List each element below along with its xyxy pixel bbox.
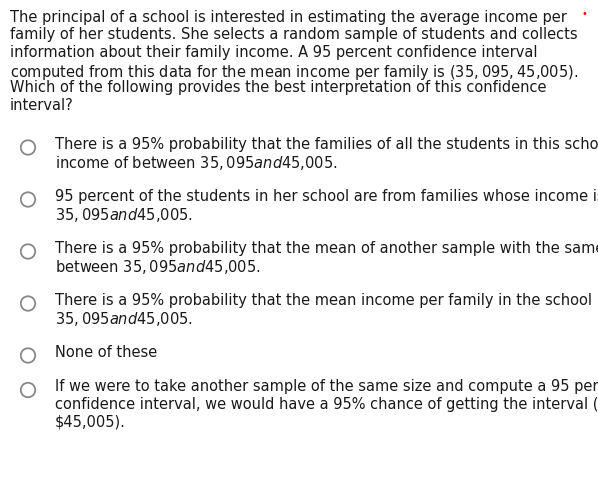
Text: •: • [581,9,587,19]
Text: 95 percent of the students in her school are from families whose income is betwe: 95 percent of the students in her school… [55,189,598,204]
Text: None of these: None of these [55,345,157,360]
Text: $35,095 and $45,005.: $35,095 and $45,005. [55,311,193,329]
Text: Which of the following provides the best interpretation of this confidence: Which of the following provides the best… [10,80,547,95]
Text: income of between $35,095 and $45,005.: income of between $35,095 and $45,005. [55,154,338,172]
Text: There is a 95% probability that the mean income per family in the school is betw: There is a 95% probability that the mean… [55,293,598,308]
Text: confidence interval, we would have a 95% chance of getting the interval ($35,095: confidence interval, we would have a 95%… [55,397,598,412]
Text: computed from this data for the mean income per family is ($35,095,$45,005).: computed from this data for the mean inc… [10,63,578,82]
Text: family of her students. She selects a random sample of students and collects: family of her students. She selects a ra… [10,28,578,43]
Text: information about their family income. A 95 percent confidence interval: information about their family income. A… [10,45,538,60]
Text: between $35,095 and $45,005.: between $35,095 and $45,005. [55,259,261,277]
Text: If we were to take another sample of the same size and compute a 95 percent: If we were to take another sample of the… [55,379,598,394]
Text: There is a 95% probability that the mean of another sample with the same size wi: There is a 95% probability that the mean… [55,241,598,256]
Text: $35,095 and $45,005.: $35,095 and $45,005. [55,206,193,224]
Text: The principal of a school is interested in estimating the average income per: The principal of a school is interested … [10,10,567,25]
Text: $45,005).: $45,005). [55,414,126,429]
Text: interval?: interval? [10,98,74,113]
Text: There is a 95% probability that the families of all the students in this school : There is a 95% probability that the fami… [55,137,598,152]
